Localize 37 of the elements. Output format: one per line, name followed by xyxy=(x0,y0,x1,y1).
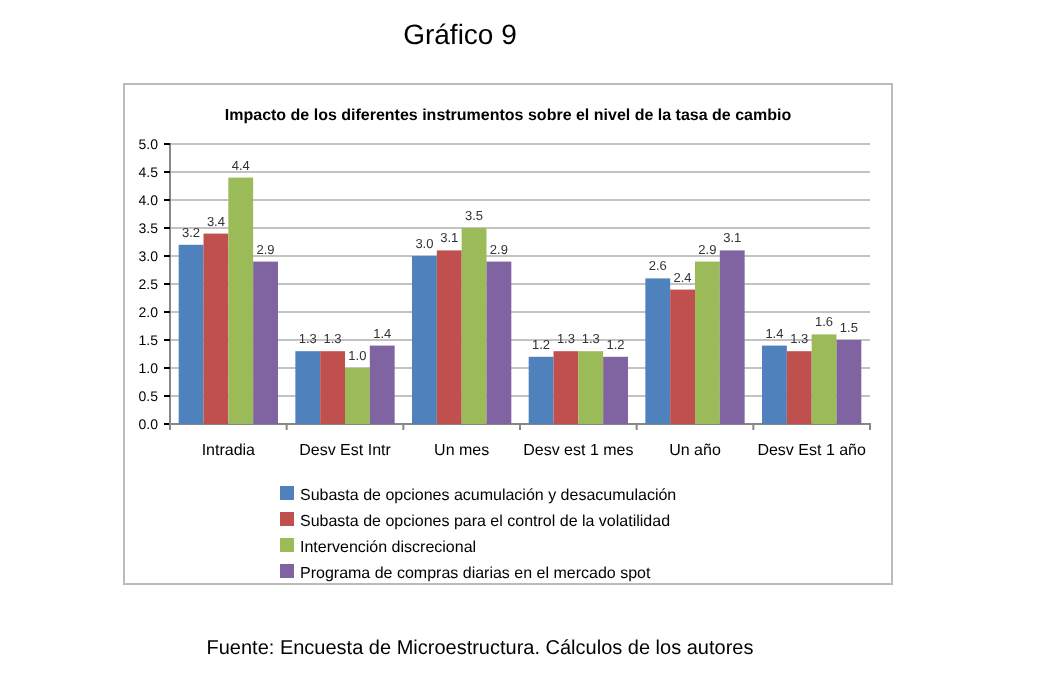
bar xyxy=(603,356,628,424)
chart-subtitle: Impacto de los diferentes instrumentos sobre el nivel de la tasa de cambio xyxy=(224,106,792,124)
bar xyxy=(786,351,812,424)
x-tick-label: Intradia xyxy=(201,441,257,460)
chart-title: Gráfico 9 xyxy=(403,18,518,50)
bar xyxy=(345,368,370,424)
bar xyxy=(762,345,787,424)
bar xyxy=(719,250,745,424)
bar xyxy=(320,351,345,424)
bar xyxy=(203,233,229,424)
bar xyxy=(811,334,837,424)
bar xyxy=(228,177,254,424)
bar xyxy=(253,261,278,424)
bar xyxy=(461,228,487,424)
bar xyxy=(436,250,462,424)
legend-label: Programa de compras diarias en el mercado spot xyxy=(300,564,652,582)
bar xyxy=(178,244,204,424)
legend-label: Intervención discrecional xyxy=(300,538,477,556)
bar xyxy=(836,340,862,424)
bar xyxy=(528,356,554,424)
bar xyxy=(645,278,671,424)
bar xyxy=(695,261,720,424)
bar xyxy=(486,261,512,424)
x-tick-label: Un mes xyxy=(434,441,490,460)
bar xyxy=(670,289,695,424)
legend-label: Subasta de opciones para el control de la volatilidad xyxy=(300,512,671,530)
bar xyxy=(369,345,395,424)
source-note: Fuente: Encuesta de Microestructura. Cálculos de los autores xyxy=(206,638,754,660)
bar xyxy=(553,351,579,424)
bar xyxy=(295,351,321,424)
x-tick-label: Desv est 1 mes xyxy=(523,441,634,460)
x-tick-label: Desv Est 1 año xyxy=(757,441,868,460)
x-tick-label: Un año xyxy=(669,441,722,460)
legend-label: Subasta de opciones acumulación y desacumulación xyxy=(300,486,677,504)
x-tick-label: Desv Est Intr xyxy=(299,441,392,460)
bar xyxy=(578,351,604,424)
bar xyxy=(412,256,437,424)
